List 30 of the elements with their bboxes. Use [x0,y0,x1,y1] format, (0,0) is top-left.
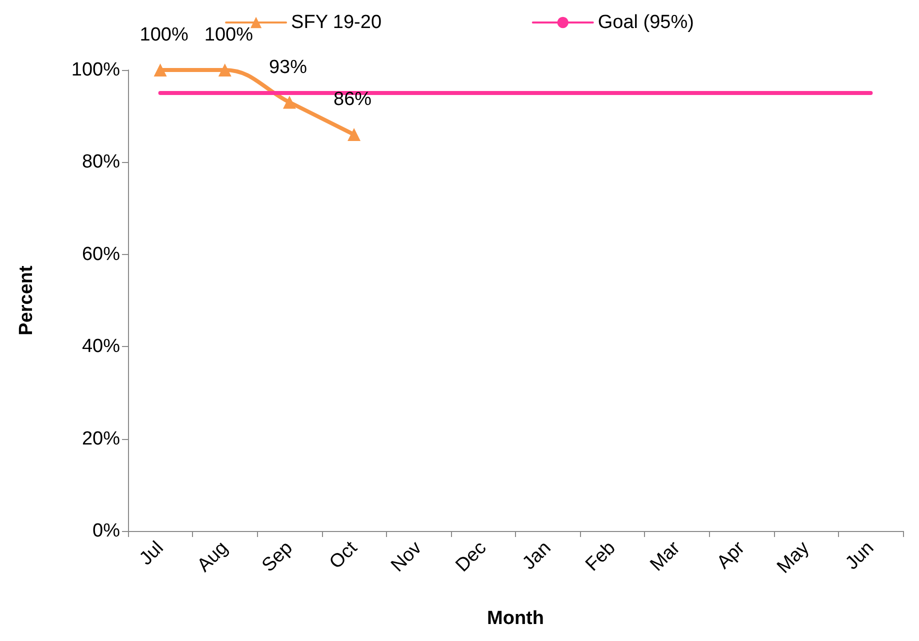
x-tick-label: Oct [326,537,362,574]
point [218,64,232,76]
point [282,96,296,109]
x-tick-label: Jul [136,538,168,570]
legend-label: SFY 19-20 [291,12,382,33]
y-tick-label: 80% [82,152,120,173]
y-axis-title: Percent [16,264,37,336]
x-tick-label: Dec [452,538,491,576]
x-tick-label: Aug [194,538,232,576]
y-tick-label: 0% [92,520,120,542]
x-axis-title: Month [487,608,544,629]
data-label: 86% [334,89,372,110]
y-tick-label: 60% [82,244,120,265]
x-tick-label: Jan [518,538,556,574]
y-tick-label: 20% [82,428,120,450]
x-tick-label: May [773,537,814,578]
legend-label: Goal (95%) [598,12,694,33]
y-tick-label: 40% [82,336,120,358]
point [348,128,361,142]
x-tick-label: Jun [842,538,878,574]
x-tick-label: Sep [258,538,297,576]
data-label: 100% [140,24,188,46]
y-tick-label: 100% [71,60,120,80]
x-tick-label: Nov [387,537,426,576]
data-label: 100% [204,24,254,46]
point [154,64,167,76]
x-tick-label: Apr [713,538,749,574]
x-tick-label: Mar [646,538,684,576]
data-label: 93% [268,56,308,78]
x-tick-label: Feb [582,538,620,576]
